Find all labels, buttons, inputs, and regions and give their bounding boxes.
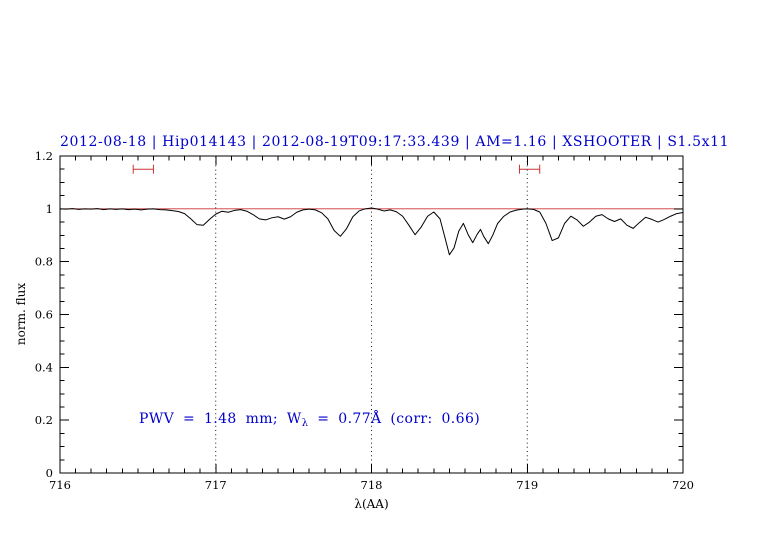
x-tick-label: 716 — [49, 478, 71, 492]
y-tick-label: 1 — [46, 202, 53, 216]
range-marker — [518, 164, 541, 174]
annotation-pwv-post: = 0.77Å (corr: 0.66) — [308, 411, 481, 427]
y-tick-label: 1.2 — [35, 149, 53, 163]
plot-title: 2012-08-18 | Hip014143 | 2012-08-19T09:1… — [60, 134, 730, 150]
x-axis-label: λ(AA) — [354, 497, 389, 511]
y-tick-label: 0.2 — [35, 413, 53, 427]
x-tick-label: 717 — [205, 478, 227, 492]
y-tick-label: 0.6 — [35, 308, 53, 322]
y-tick-label: 0.8 — [35, 255, 53, 269]
annotation-pwv-pre: PWV = 1.48 mm; W — [139, 411, 302, 427]
y-tick-label: 0 — [46, 466, 53, 480]
y-axis-label: norm. flux — [14, 282, 28, 346]
spectrum-line — [59, 207, 684, 256]
x-tick-label: 719 — [516, 478, 538, 492]
annotation-pwv-sub: λ — [301, 418, 309, 429]
annotation-pwv: PWV = 1.48 mm; Wλ = 0.77Å (corr: 0.66) — [139, 411, 480, 429]
x-tick-label: 718 — [361, 478, 383, 492]
range-marker — [132, 164, 154, 174]
y-tick-label: 0.4 — [35, 360, 53, 374]
x-tick-label: 720 — [672, 478, 694, 492]
